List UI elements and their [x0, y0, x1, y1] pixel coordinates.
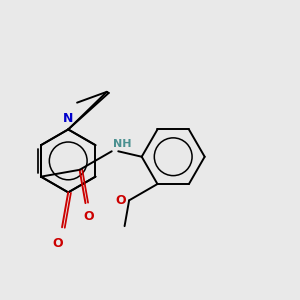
Text: O: O: [83, 210, 94, 223]
Text: NH: NH: [113, 139, 131, 149]
Text: N: N: [63, 112, 74, 125]
Text: O: O: [116, 194, 126, 207]
Text: O: O: [52, 237, 63, 250]
